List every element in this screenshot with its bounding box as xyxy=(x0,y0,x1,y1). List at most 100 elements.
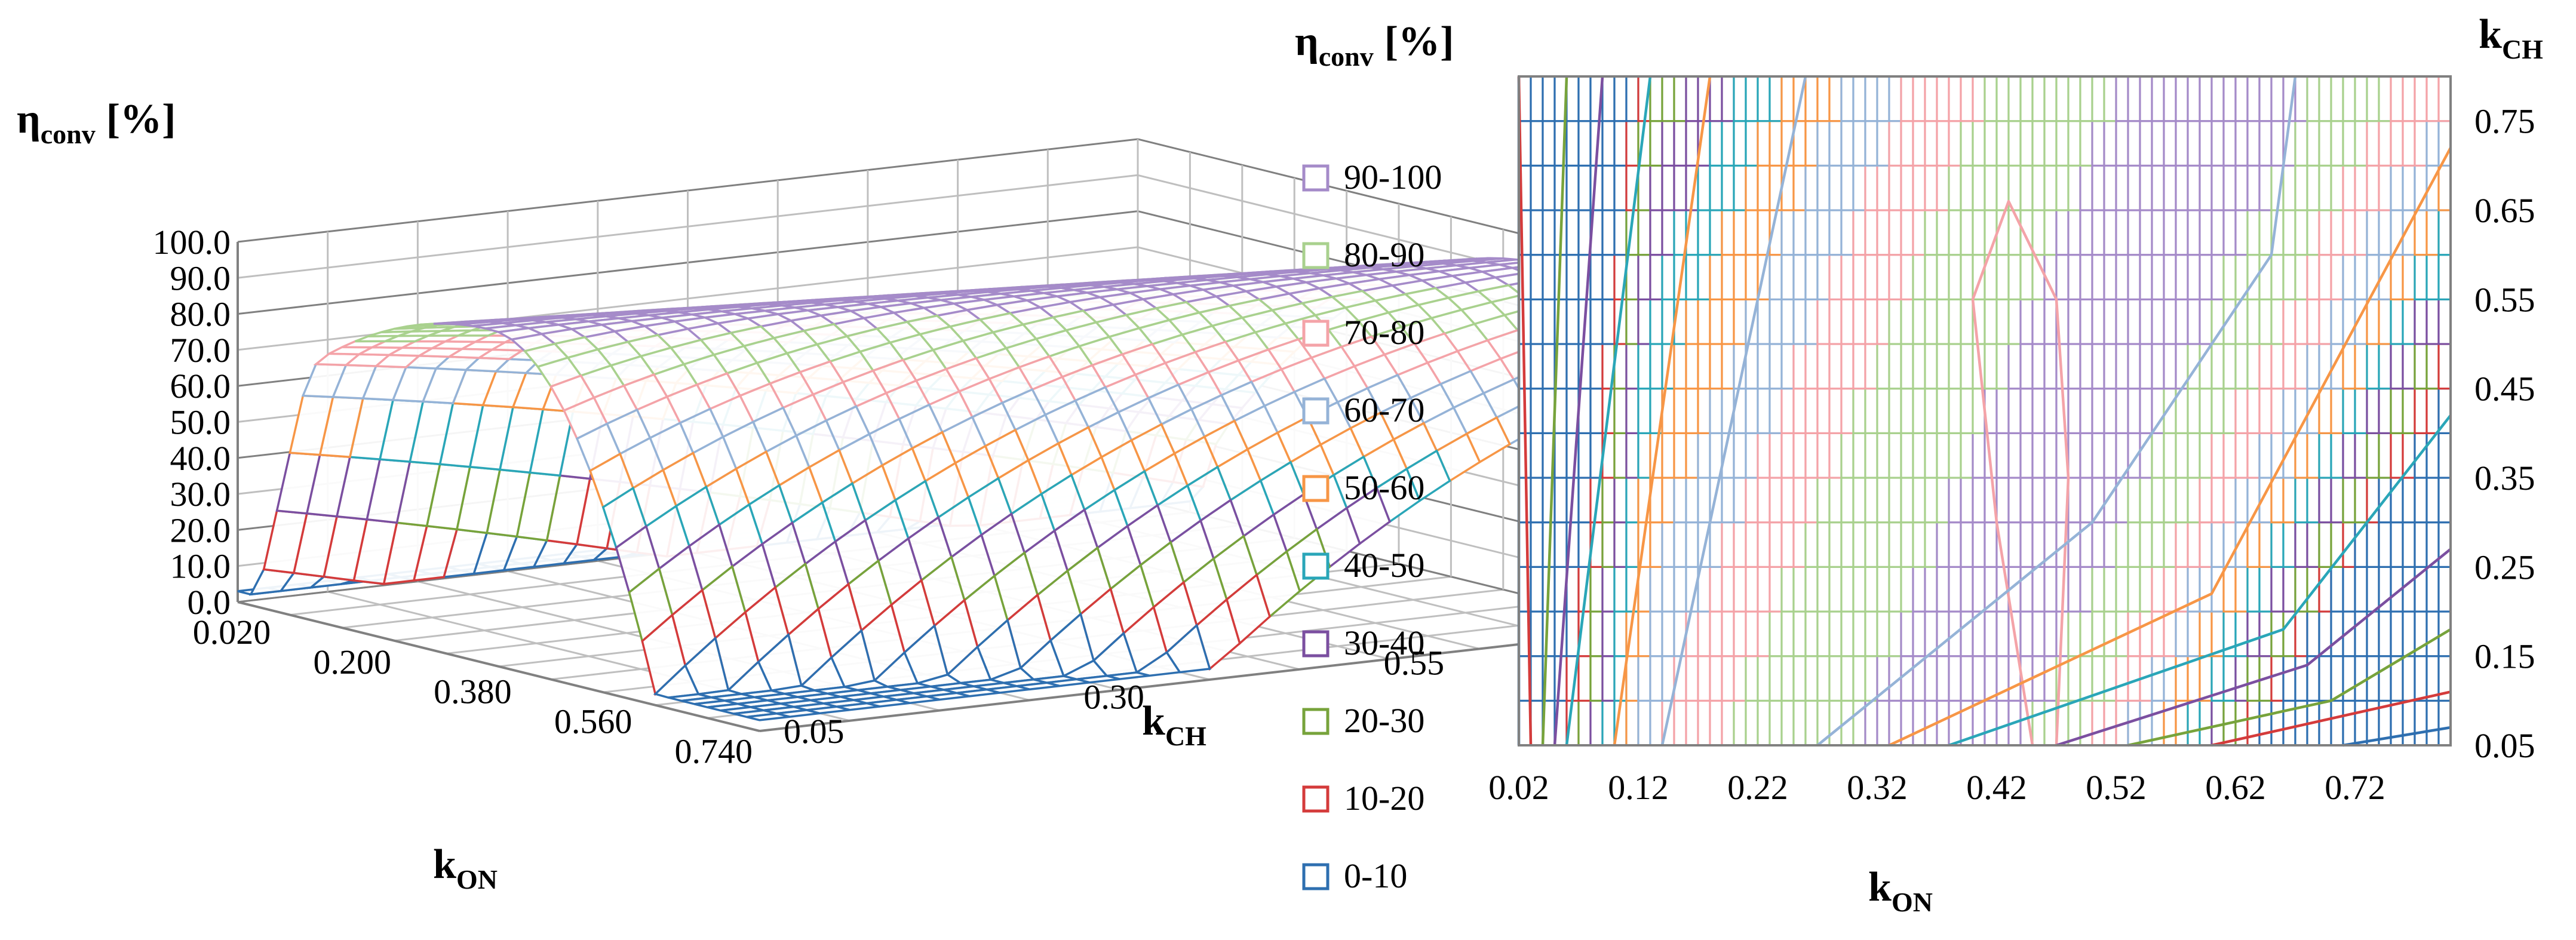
contour-cell xyxy=(2354,164,2368,211)
contour-cell xyxy=(2402,566,2416,613)
contour-cell xyxy=(1876,477,1890,524)
contour-cell xyxy=(1709,120,1723,167)
contour-cell xyxy=(1912,699,1926,747)
contour-cell xyxy=(1685,75,1699,122)
contour-cell xyxy=(2342,343,2356,390)
contour-cell xyxy=(2007,477,2022,524)
contour-cell xyxy=(2425,388,2440,434)
contour-cell xyxy=(2318,432,2332,479)
contour-cell xyxy=(2270,521,2285,568)
contour-cell xyxy=(1840,343,1855,390)
contour-cell xyxy=(2222,164,2237,211)
contour-cell xyxy=(1864,477,1878,524)
contour-cell xyxy=(1565,75,1580,122)
contour-cell xyxy=(2330,610,2344,658)
contour-cell xyxy=(1840,655,1855,702)
contour-cell xyxy=(2031,75,2046,122)
contour-cell xyxy=(1972,432,1986,479)
contour-cell xyxy=(1852,343,1866,390)
contour-cell xyxy=(1601,298,1616,345)
contour-cell xyxy=(1685,432,1699,479)
contour-cell xyxy=(2258,298,2273,345)
contour-cell xyxy=(2199,432,2213,479)
contour-cell xyxy=(2294,298,2308,345)
contour-cell xyxy=(2163,343,2177,390)
contour-cell xyxy=(2043,388,2058,434)
contour-cell xyxy=(1888,432,1902,479)
contour-line xyxy=(1816,76,2297,747)
contour-cell xyxy=(2425,477,2440,524)
contour-cell xyxy=(2031,343,2046,390)
contour-cell xyxy=(1995,75,2010,122)
contour-cell xyxy=(1661,566,1675,613)
contour-cell xyxy=(1697,699,1711,747)
contour-cell xyxy=(1852,164,1866,211)
contour-cell xyxy=(1948,75,1962,122)
legend-swatch xyxy=(1302,242,1330,269)
contour-cell xyxy=(2043,343,2058,390)
contour-cell xyxy=(2222,343,2237,390)
contour-cell xyxy=(2091,521,2105,568)
contour-cell xyxy=(2127,120,2141,167)
contour-cell xyxy=(1864,298,1878,345)
contour-cell xyxy=(1637,343,1651,390)
contour-cell xyxy=(1673,75,1687,122)
contour-cell xyxy=(2246,521,2261,568)
contour-cell xyxy=(1709,521,1723,568)
contour-cell xyxy=(2187,521,2201,568)
contour-cell xyxy=(1697,209,1711,256)
contour-cell xyxy=(2330,699,2344,747)
contour-cell xyxy=(1613,209,1628,256)
contour-cell xyxy=(2437,254,2452,300)
contour-cell xyxy=(2294,521,2308,568)
contour-cell xyxy=(2234,209,2249,256)
contour-cell xyxy=(2199,120,2213,167)
contour-cell xyxy=(1709,209,1723,256)
contour-cell xyxy=(2175,164,2189,211)
contour-cell xyxy=(1924,75,1938,122)
contour-cell xyxy=(1565,343,1580,390)
contour-cell xyxy=(1912,209,1926,256)
contour-cell xyxy=(1912,566,1926,613)
contour-cell xyxy=(2103,254,2117,300)
contour-plot-frame xyxy=(1518,75,2452,747)
contour-cell xyxy=(1530,566,1544,613)
contour-cell xyxy=(2282,566,2296,613)
contour-cell xyxy=(1589,343,1604,390)
contour-cell xyxy=(2139,75,2153,122)
contour-cell xyxy=(2007,388,2022,434)
contour-cell xyxy=(2330,477,2344,524)
contour-cell xyxy=(1936,610,1950,658)
contour-cell xyxy=(1876,254,1890,300)
contour-cell xyxy=(1792,655,1807,702)
contour-cell xyxy=(1900,610,1914,658)
contour-cell xyxy=(1757,298,1771,345)
contour-cell xyxy=(1864,521,1878,568)
contour-cell xyxy=(2163,164,2177,211)
z-tick-label: 30.0 xyxy=(170,475,231,514)
contour-cell xyxy=(2019,610,2034,658)
contour-cell xyxy=(1792,209,1807,256)
contour-cell xyxy=(2246,120,2261,167)
contour-cell xyxy=(1733,75,1747,122)
contour-cell xyxy=(2402,477,2416,524)
contour-cell xyxy=(1757,120,1771,167)
contour-cell xyxy=(1649,655,1663,702)
contour-cell xyxy=(1864,699,1878,747)
contour-cell xyxy=(1912,343,1926,390)
contour-cell xyxy=(1542,164,1556,211)
contour-cell xyxy=(1613,477,1628,524)
contour-cell xyxy=(1601,566,1616,613)
contour-cell xyxy=(1924,566,1938,613)
contour-cell xyxy=(1745,209,1759,256)
contour-cell xyxy=(1589,566,1604,613)
contour-cell xyxy=(1780,75,1795,122)
contour-cell xyxy=(2091,75,2105,122)
contour-cell xyxy=(1757,164,1771,211)
contour-cell xyxy=(2282,477,2296,524)
contour-cell xyxy=(1912,298,1926,345)
contour-cell xyxy=(2055,209,2070,256)
contour-cell xyxy=(1601,699,1616,747)
contour-cell xyxy=(2318,699,2332,747)
contour-cell xyxy=(2390,432,2404,479)
